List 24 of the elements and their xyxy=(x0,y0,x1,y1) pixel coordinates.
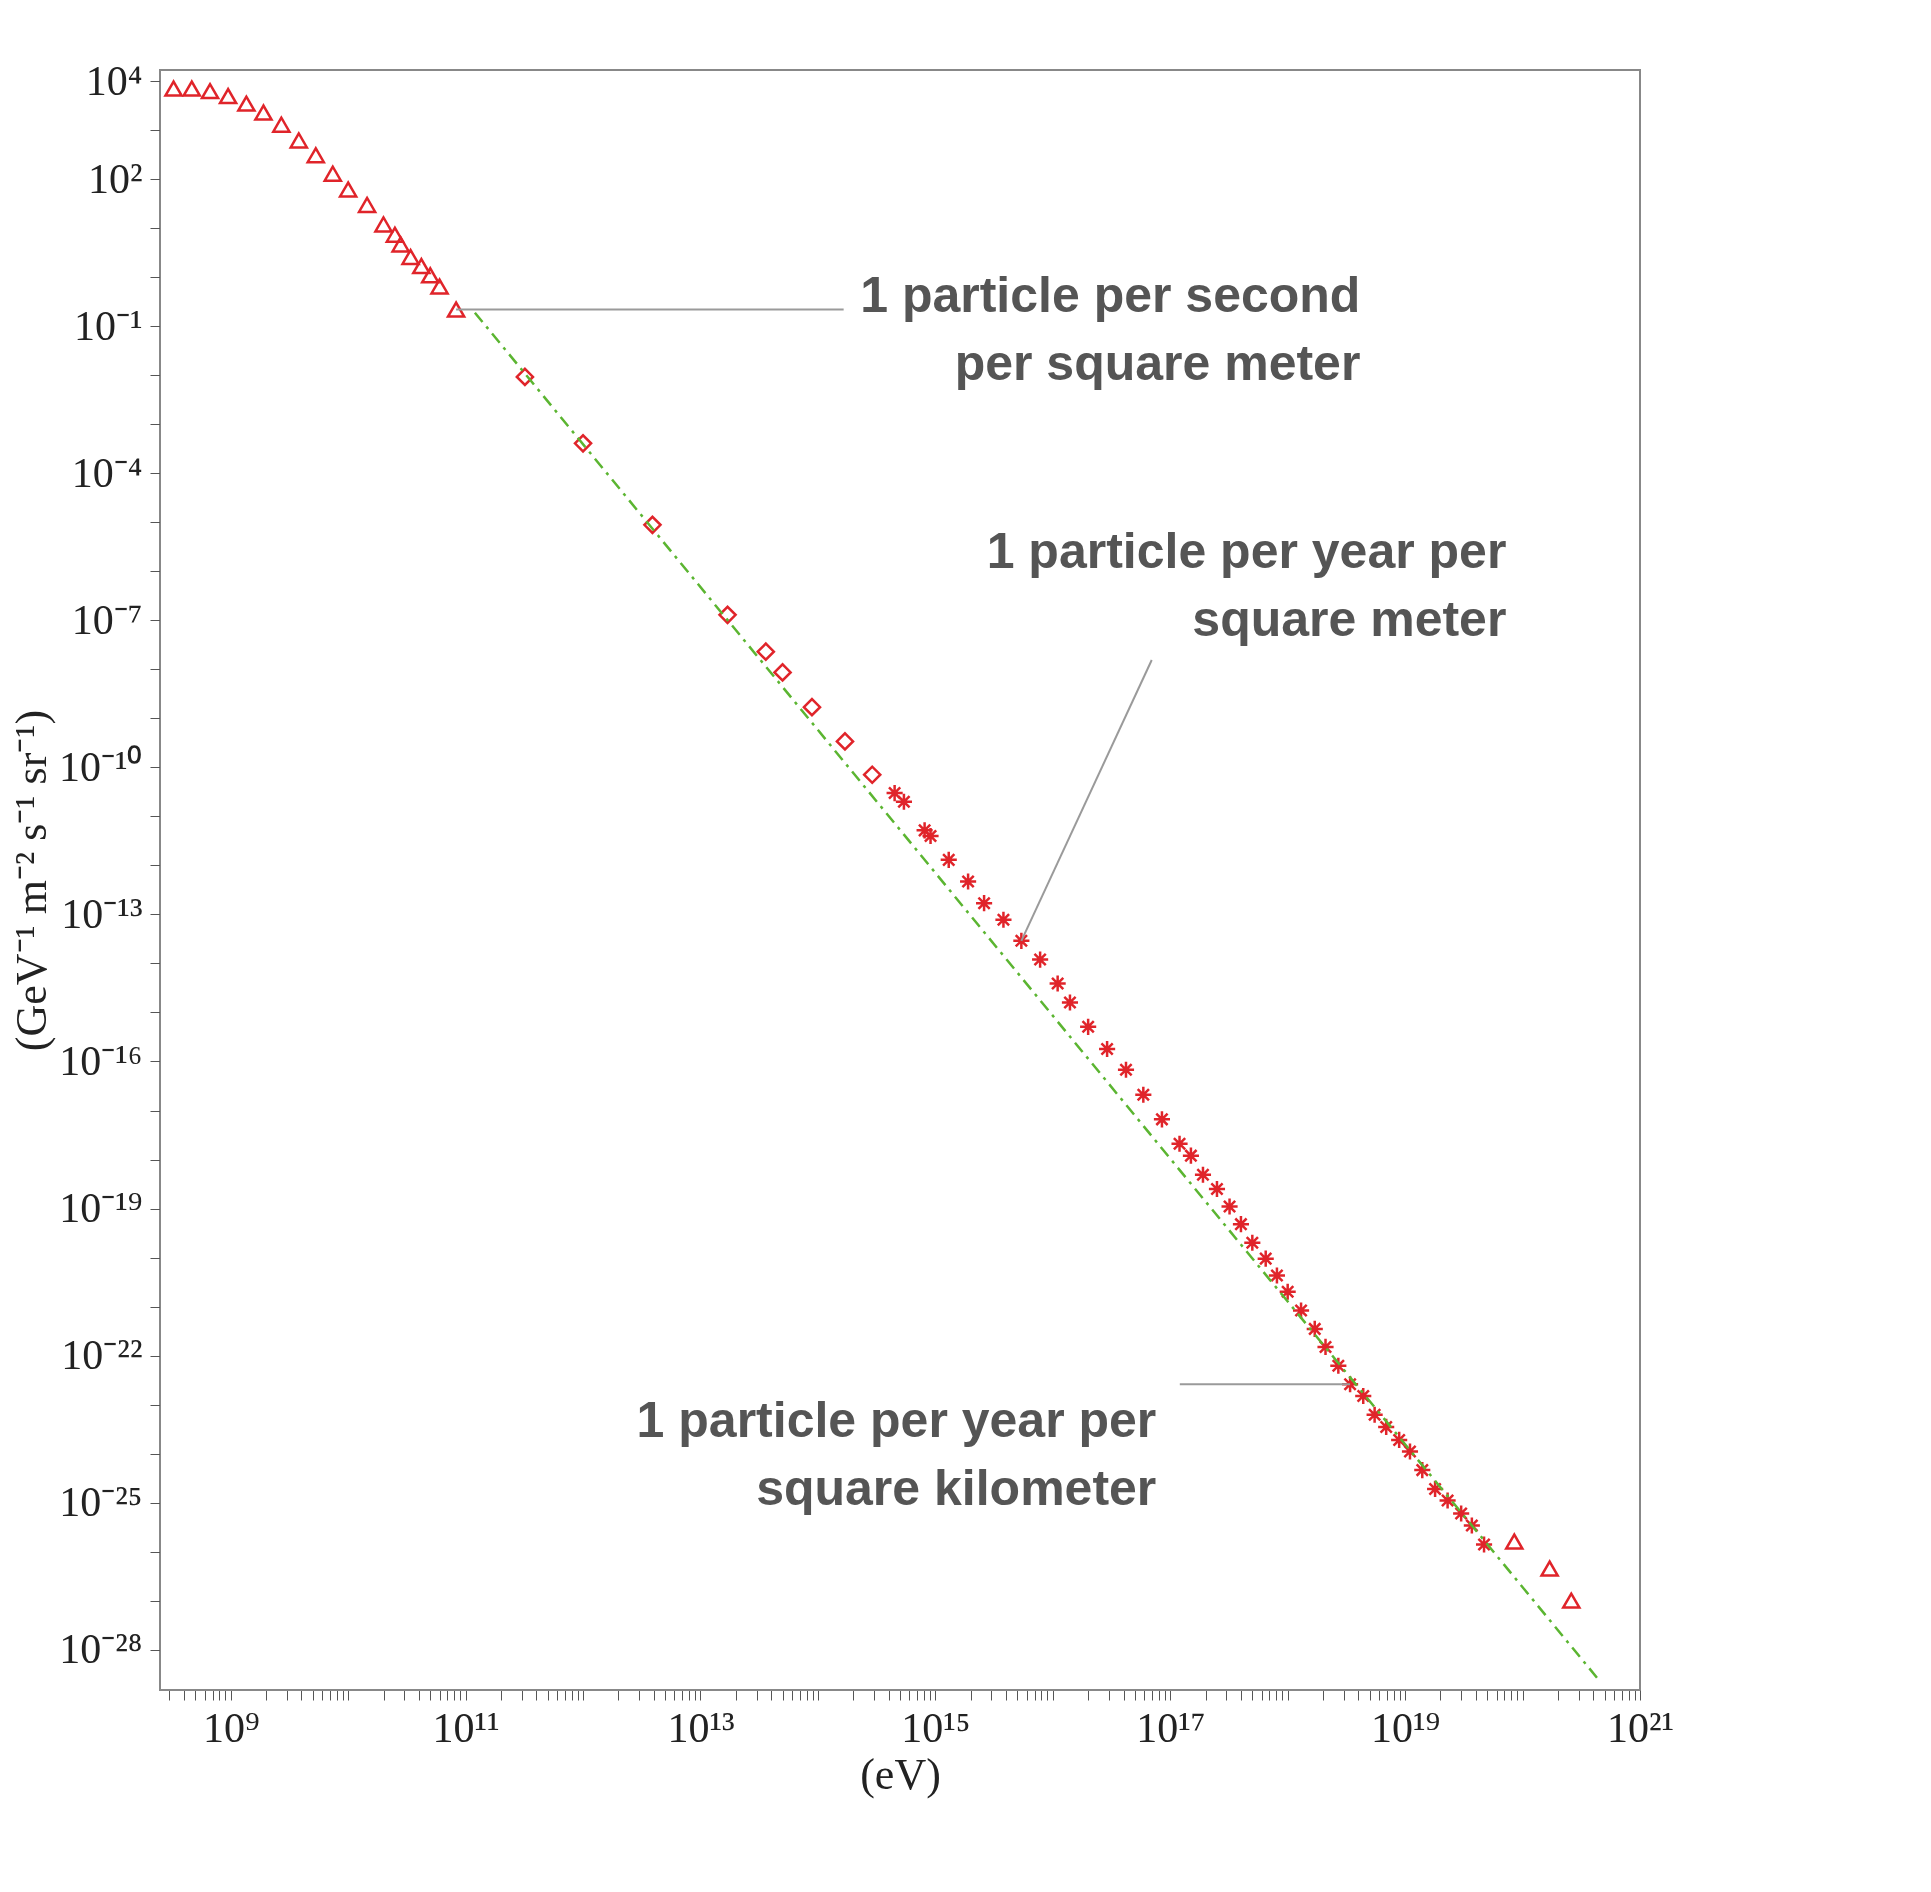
x-axis-title: (eV) xyxy=(860,1749,941,1799)
x-tick-label: 10²¹ xyxy=(1606,1704,1675,1751)
y-tick-label: 10⁻⁷ xyxy=(71,596,143,643)
annotation: 1 particle per second per square meter xyxy=(860,267,1361,392)
y-tick-label: 10⁻²⁵ xyxy=(59,1479,143,1526)
y-tick-label: 10⁻¹ xyxy=(73,302,143,349)
y-axis-title: (GeV⁻¹ m⁻² s⁻¹ sr⁻¹) xyxy=(6,709,56,1052)
y-tick-label: 10⁻¹⁶ xyxy=(59,1038,143,1084)
x-tick-label: 10¹³ xyxy=(667,1704,735,1751)
annotation: 1 particle per year per square kilometer xyxy=(636,1392,1157,1517)
y-tick-label: 10⁴ xyxy=(85,57,143,104)
x-tick-label: 10⁹ xyxy=(202,1704,260,1751)
x-tick-label: 10¹⁷ xyxy=(1136,1704,1206,1751)
y-tick-label: 10⁻²⁸ xyxy=(59,1626,143,1673)
x-tick-label: 10¹⁹ xyxy=(1371,1704,1441,1751)
y-tick-label: 10⁻¹⁰ xyxy=(58,743,143,790)
y-tick-label: 10² xyxy=(87,155,143,202)
y-tick-label: 10⁻⁴ xyxy=(71,449,143,496)
annotation: 1 particle per year per square meter xyxy=(986,522,1507,647)
x-tick-label: 10¹⁵ xyxy=(901,1704,971,1751)
x-tick-label: 10¹¹ xyxy=(432,1704,500,1751)
y-tick-label: 10⁻²² xyxy=(61,1332,143,1379)
y-tick-label: 10⁻¹⁹ xyxy=(59,1185,143,1232)
y-tick-label: 10⁻¹³ xyxy=(61,890,143,937)
